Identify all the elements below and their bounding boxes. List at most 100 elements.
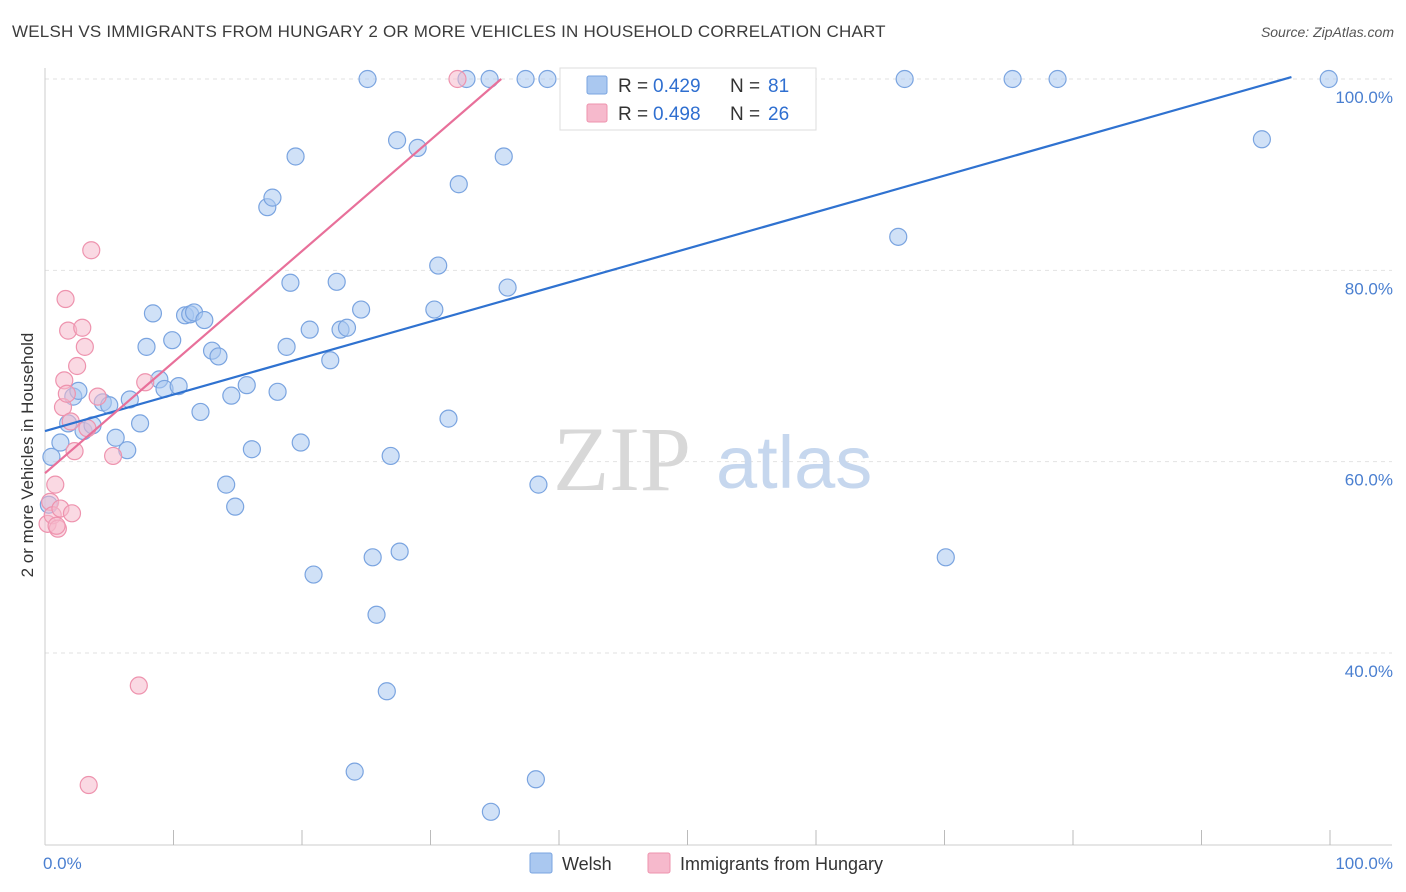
bottom-legend-swatch-welsh	[529, 852, 553, 874]
welsh-point	[538, 69, 557, 89]
bottom-legend-swatch-hungary	[647, 852, 671, 874]
hungary-point	[79, 775, 98, 795]
welsh-point	[300, 320, 319, 339]
welsh-point	[195, 310, 214, 330]
welsh-point	[51, 433, 70, 452]
welsh-point	[304, 565, 323, 584]
chart-title: WELSH VS IMMIGRANTS FROM HUNGARY 2 OR MO…	[12, 22, 886, 41]
welsh-point	[1048, 69, 1067, 89]
hungary-point	[46, 475, 65, 494]
legend-hungary-r-value: 0.498	[653, 104, 701, 125]
welsh-point	[263, 188, 282, 207]
source-label: Source: ZipAtlas.com	[1260, 24, 1394, 40]
welsh-point	[498, 278, 517, 297]
welsh-point	[516, 69, 535, 89]
legend-swatch-welsh	[586, 75, 608, 95]
hungary-point	[56, 289, 75, 309]
welsh-point	[526, 770, 545, 789]
x-tick-label: 100.0%	[1335, 854, 1393, 873]
hungary-point	[65, 442, 84, 461]
welsh-trendline	[44, 76, 1292, 433]
welsh-point	[529, 475, 548, 494]
legend-welsh-n-value: 81	[768, 76, 789, 97]
welsh-point	[936, 548, 955, 567]
hungary-point	[78, 419, 97, 438]
welsh-point	[358, 69, 377, 89]
y-tick-label: 60.0%	[1345, 471, 1393, 490]
welsh-point	[439, 409, 458, 428]
hungary-point	[57, 384, 76, 403]
bottom-legend-hungary: Immigrants from Hungary	[680, 854, 883, 874]
y-tick-label: 40.0%	[1345, 662, 1393, 681]
welsh-point	[449, 175, 468, 194]
welsh-point	[408, 138, 427, 157]
y-tick-label: 100.0%	[1335, 88, 1393, 107]
legend-welsh-r-label: R =	[618, 76, 648, 97]
welsh-point	[895, 69, 914, 89]
hungary-point	[75, 337, 94, 356]
hungary-points	[38, 69, 467, 795]
series-legend: Welsh Immigrants from Hungary	[529, 852, 883, 874]
x-tick-labels: 0.0% 100.0%	[43, 854, 1393, 873]
y-tick-labels: 40.0% 60.0% 80.0% 100.0%	[1335, 88, 1393, 681]
trendlines	[44, 76, 1292, 474]
welsh-point	[337, 318, 357, 337]
welsh-point	[381, 446, 400, 466]
legend-welsh-n-label: N =	[730, 76, 760, 97]
hungary-trendline	[44, 78, 502, 474]
welsh-point	[377, 682, 396, 701]
hungary-point	[82, 241, 101, 260]
welsh-point	[345, 762, 364, 781]
legend-swatch-hungary	[586, 103, 608, 123]
welsh-point	[217, 475, 236, 494]
welsh-point	[143, 304, 163, 323]
welsh-point	[480, 69, 499, 89]
welsh-point	[425, 300, 444, 319]
welsh-point	[42, 447, 61, 466]
welsh-point	[429, 256, 448, 275]
gridlines	[45, 78, 1392, 654]
welsh-point	[321, 351, 340, 370]
stats-legend: R = 0.429 N = 81 R = 0.498 N = 26	[559, 67, 817, 131]
welsh-point	[268, 382, 287, 401]
hungary-point	[73, 318, 92, 337]
welsh-point	[327, 272, 346, 291]
welsh-point	[191, 402, 210, 422]
welsh-point	[352, 300, 371, 319]
hungary-point	[47, 516, 66, 535]
welsh-point	[286, 147, 305, 166]
welsh-point	[1003, 69, 1022, 89]
welsh-point	[889, 227, 908, 246]
welsh-point	[242, 440, 261, 459]
welsh-point	[494, 147, 513, 166]
legend-welsh-r-value: 0.429	[653, 76, 701, 97]
welsh-point	[209, 347, 228, 366]
watermark: ZIP atlas	[553, 408, 872, 510]
hungary-point	[62, 504, 82, 523]
welsh-point	[387, 131, 407, 150]
welsh-point	[281, 273, 300, 292]
watermark-atlas: atlas	[716, 421, 872, 504]
welsh-point	[367, 605, 386, 624]
welsh-point	[363, 548, 382, 567]
welsh-point	[226, 497, 245, 516]
hungary-point	[88, 387, 107, 406]
welsh-point	[1252, 130, 1271, 149]
welsh-point	[291, 433, 310, 452]
welsh-point	[277, 337, 296, 356]
legend-hungary-r-label: R =	[618, 104, 648, 125]
hungary-point	[104, 446, 123, 466]
welsh-points	[39, 69, 1338, 821]
welsh-point	[163, 331, 182, 350]
welsh-point	[130, 414, 150, 433]
welsh-point	[390, 542, 409, 561]
welsh-point	[237, 376, 256, 395]
welsh-point	[137, 337, 156, 356]
welsh-point	[1319, 69, 1338, 89]
legend-hungary-n-label: N =	[730, 104, 760, 125]
hungary-point	[136, 373, 155, 392]
hungary-point	[129, 676, 148, 695]
legend-hungary-n-value: 26	[768, 104, 789, 125]
welsh-point	[106, 428, 125, 447]
